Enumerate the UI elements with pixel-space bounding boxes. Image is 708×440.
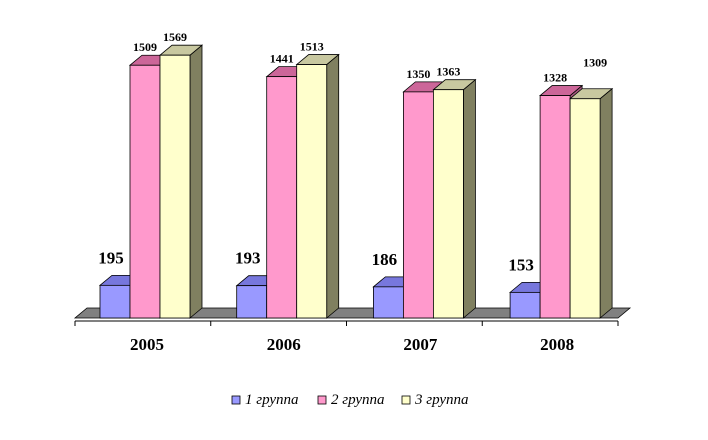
x-tick-label: 2006 — [267, 335, 301, 354]
x-tick-label: 2008 — [540, 335, 574, 354]
data-label: 1513 — [300, 40, 324, 54]
legend-swatch — [317, 395, 327, 405]
bar — [569, 98, 601, 319]
data-label: 153 — [508, 255, 534, 274]
x-tick-label: 2005 — [130, 335, 164, 354]
data-label: 1309 — [583, 56, 607, 70]
data-label: 1509 — [133, 40, 157, 54]
chart-bars — [98, 44, 614, 319]
bar — [129, 64, 161, 319]
data-label: 1363 — [436, 65, 460, 79]
bar-side — [462, 78, 476, 319]
bar — [372, 286, 404, 319]
legend-label: 3 группа — [414, 392, 469, 408]
x-axis-ticks: 2005 2006 2007 2008 — [130, 335, 574, 354]
bar — [266, 76, 298, 319]
bar — [432, 89, 464, 319]
bar — [509, 291, 541, 319]
data-label: 193 — [235, 249, 261, 268]
data-label: 186 — [372, 250, 398, 269]
legend-swatch — [401, 395, 411, 405]
bar-side — [599, 87, 613, 319]
data-label: 1569 — [163, 30, 187, 44]
data-label: 195 — [98, 248, 124, 267]
data-label: 1328 — [543, 71, 567, 85]
bar — [236, 285, 268, 319]
bar — [159, 54, 191, 319]
bar — [539, 95, 571, 319]
bar — [99, 284, 131, 319]
bar — [296, 64, 328, 319]
legend-swatch — [231, 395, 241, 405]
data-labels: 195 1509 1569 193 1441 1513 186 1350 1363 153 1328… — [98, 30, 607, 274]
legend: 1 группа 2 группа 3 группа — [231, 392, 469, 408]
data-label: 1350 — [406, 67, 430, 81]
legend-label: 2 группа — [331, 392, 385, 408]
bar-side — [326, 53, 340, 319]
legend-label: 1 группа — [245, 392, 299, 408]
bar-side — [189, 44, 203, 319]
x-tick-label: 2007 — [403, 335, 438, 354]
bar — [402, 91, 434, 319]
data-label: 1441 — [270, 52, 294, 66]
